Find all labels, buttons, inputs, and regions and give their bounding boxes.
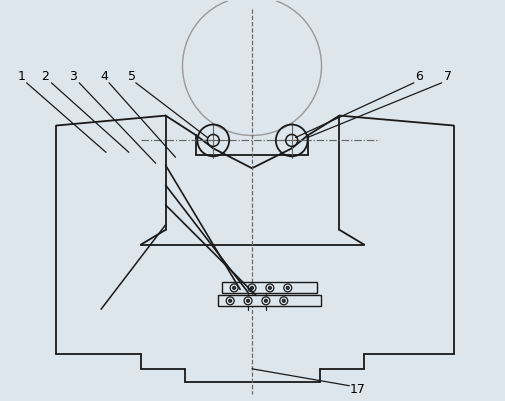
Circle shape [250, 286, 253, 290]
Bar [222, 282, 316, 294]
Text: 7: 7 [443, 70, 451, 83]
Circle shape [232, 286, 235, 290]
Text: 3: 3 [69, 70, 77, 83]
Circle shape [264, 299, 267, 302]
Text: 17: 17 [348, 383, 365, 396]
Text: 2: 2 [41, 70, 49, 83]
Circle shape [228, 299, 231, 302]
Circle shape [286, 286, 289, 290]
Text: 4: 4 [100, 70, 108, 83]
Text: 1: 1 [18, 70, 25, 83]
Bar [218, 296, 320, 306]
Circle shape [268, 286, 271, 290]
Text: 6: 6 [414, 70, 422, 83]
Circle shape [282, 299, 285, 302]
Text: 5: 5 [128, 70, 135, 83]
Circle shape [246, 299, 249, 302]
